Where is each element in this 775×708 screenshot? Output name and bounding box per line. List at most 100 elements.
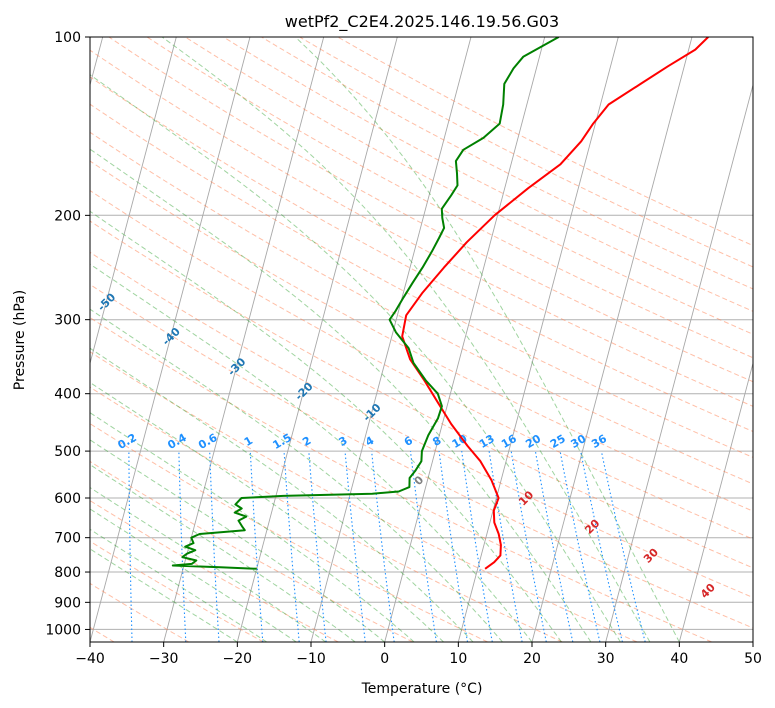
moist-adiabat-line: [90, 210, 562, 642]
dry-adiabat-line: [108, 37, 753, 383]
x-tick-label: −10: [296, 651, 326, 667]
dry-adiabat-line: [90, 131, 753, 485]
x-tick-label: −20: [223, 651, 253, 667]
mixing-ratio-line: [600, 450, 646, 642]
moist-adiabat-line: [294, 37, 680, 642]
moist-adiabat-line: [90, 439, 385, 642]
isotherm-line: [163, 37, 325, 642]
mixing-ratio-line: [344, 451, 366, 642]
moist-adiabat-line: [90, 308, 503, 642]
dry-adiabat-line: [223, 37, 753, 312]
moist-adiabat-line: [90, 263, 533, 642]
chart-title: wetPf2_C2E4.2025.146.19.56.G03: [285, 12, 559, 32]
x-tick-label: 40: [670, 651, 688, 667]
dry-adiabat-line: [90, 103, 753, 458]
isotherm-label: -10: [360, 401, 383, 424]
dry-adiabat-line: [90, 317, 712, 642]
y-tick-label: 600: [54, 491, 81, 507]
isotherm-label: -20: [292, 380, 315, 403]
mixing-ratio-line: [82, 451, 83, 642]
dry-adiabat-line: [90, 251, 753, 599]
moist-adiabat-line: [90, 548, 238, 642]
mixing-ratio-label: 6: [402, 434, 415, 449]
x-tick-label: 10: [449, 651, 467, 667]
dry-adiabat-line: [90, 540, 264, 642]
mixing-ratio-line: [488, 451, 523, 642]
mixing-ratio-line: [534, 451, 574, 642]
mixing-ratio-label: 2: [300, 434, 313, 449]
dry-adiabat-line: [90, 351, 638, 642]
isotherm-line: [384, 37, 546, 642]
mixing-ratio-line: [461, 451, 493, 642]
dry-adiabat-line: [90, 189, 753, 540]
background-lines: [82, 37, 753, 642]
moist-adiabat-label: 0: [412, 473, 427, 488]
x-tick-label: 20: [523, 651, 541, 667]
mixing-ratio-line: [580, 450, 623, 642]
dewpoint-profile: [171, 37, 560, 570]
mixing-ratio-label: 16: [499, 432, 519, 451]
mixing-ratio-line: [128, 451, 133, 642]
x-tick-label: 50: [744, 651, 762, 667]
mixing-ratio-line: [371, 451, 395, 642]
mixing-ratio-label: 0.6: [196, 431, 220, 452]
moist-adiabat-line: [90, 148, 592, 642]
y-axis: 100 200 300 400 500 600 700 800 900 1000: [45, 30, 90, 638]
mixing-ratio-label: 0.2: [115, 431, 138, 452]
isotherm-label: -50: [95, 290, 118, 313]
moist-adiabat-label: 30: [641, 546, 661, 566]
x-tick-label: 0: [380, 651, 389, 667]
mixing-ratio-label: 13: [477, 432, 497, 451]
moist-adiabat-label: 10: [516, 488, 536, 508]
moist-adiabat-line: [90, 508, 297, 642]
moist-adiabat-label: 20: [582, 517, 602, 537]
y-tick-label: 400: [54, 387, 81, 403]
isotherm-line: [90, 37, 177, 366]
moist-adiabat-label: 40: [698, 581, 718, 601]
dry-adiabat-line: [90, 76, 753, 433]
mixing-ratio-label: 0.1: [69, 431, 92, 452]
temperature-profile: [401, 37, 709, 570]
isotherm-line: [457, 37, 619, 642]
dry-adiabat-line: [337, 37, 753, 247]
mixing-ratio-label: 36: [589, 432, 609, 451]
profile-lines: [171, 37, 709, 570]
isotherm-label: -60: [32, 249, 55, 272]
mixing-ratio-line: [438, 451, 469, 642]
dry-adiabat-line: [90, 160, 753, 512]
moist-adiabat-line: [90, 74, 621, 642]
dry-adiabat-line: [90, 460, 414, 642]
isotherm-line: [90, 37, 251, 642]
moist-adiabat-line: [90, 412, 415, 642]
mixing-ratio-line: [559, 450, 601, 642]
mixing-ratio-label: 1.5: [270, 431, 293, 452]
x-axis-label: Temperature (°C): [361, 681, 483, 697]
plot-frame: [89, 36, 754, 643]
isotherm-line: [752, 640, 753, 642]
isotherm-line: [531, 37, 693, 642]
mixing-ratio-line: [409, 451, 437, 642]
isotherm-line: [605, 83, 753, 642]
mixing-ratio-line: [308, 451, 327, 642]
isotherm-line: [310, 37, 472, 642]
mixing-ratio-line: [249, 451, 264, 642]
mixing-ratio-label: 1: [242, 434, 255, 449]
y-tick-label: 700: [54, 531, 81, 547]
dry-adiabat-line: [90, 386, 563, 642]
isotherm-label: -40: [160, 325, 183, 348]
x-tick-label: −40: [75, 651, 105, 667]
x-tick-label: −30: [149, 651, 179, 667]
mixing-ratio-label: 8: [430, 434, 443, 449]
isotherm-line: [678, 361, 753, 642]
dry-adiabat-line: [90, 49, 753, 407]
moist-adiabat-line: [90, 486, 326, 642]
y-tick-label: 100: [54, 30, 81, 46]
y-tick-label: 1000: [45, 622, 81, 638]
mixing-ratio-line: [510, 451, 547, 642]
dry-adiabat-line: [184, 37, 753, 335]
dry-adiabat-line: [90, 283, 753, 629]
y-tick-label: 800: [54, 565, 81, 581]
dry-adiabat-line: [146, 37, 753, 359]
dry-adiabat-line: [90, 220, 753, 569]
y-axis-label: Pressure (hPa): [12, 290, 28, 390]
